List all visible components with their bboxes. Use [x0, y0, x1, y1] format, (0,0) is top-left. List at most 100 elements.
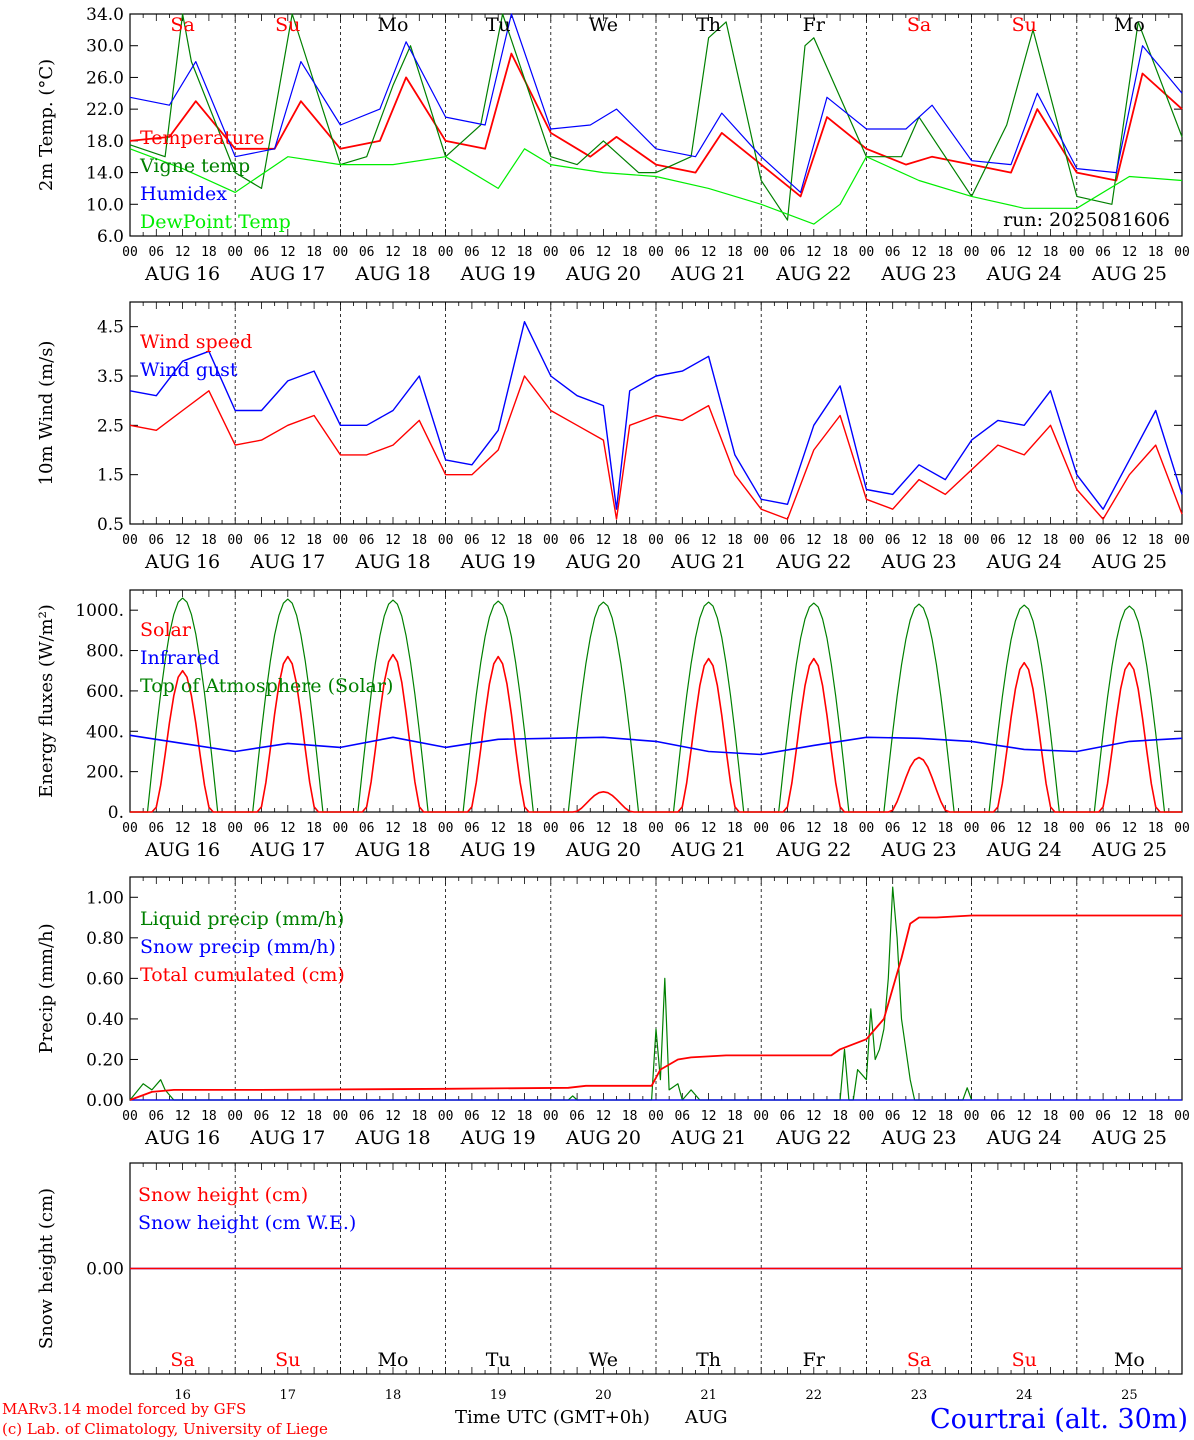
date-label: AUG 20: [565, 1127, 641, 1149]
y-tick-label: 200.: [86, 763, 124, 783]
hour-tick-label: 12: [280, 533, 296, 548]
y-tick-label: 1.5: [97, 466, 124, 486]
date-label: AUG 20: [565, 839, 641, 861]
hour-tick-label: 06: [254, 1109, 270, 1124]
hour-tick-label: 00: [122, 1109, 138, 1124]
hour-tick-label: 06: [359, 821, 375, 836]
hour-tick-label: 12: [911, 245, 927, 260]
hour-tick-label: 06: [1095, 1109, 1111, 1124]
hour-tick-label: 18: [937, 245, 953, 260]
panel-5: 0.00 Snow height (cm) Snow height (cm) Snow…: [36, 1162, 1183, 1403]
day-number-label: 17: [280, 1388, 297, 1403]
date-label: AUG 24: [986, 263, 1062, 285]
hour-tick-label: 06: [885, 245, 901, 260]
series-line-solar: [130, 653, 1182, 813]
hour-tick-label: 12: [596, 245, 612, 260]
hour-tick-label: 18: [1148, 821, 1164, 836]
hour-tick-label: 06: [569, 245, 585, 260]
y-tick-label: 0.5: [97, 515, 124, 535]
series-line-humidex: [129, 13, 1183, 193]
station-name: Courtrai (alt. 30m): [930, 1404, 1188, 1435]
hour-tick-label: 00: [438, 533, 454, 548]
hour-tick-label: 18: [411, 821, 427, 836]
day-number-label: 25: [1121, 1388, 1138, 1403]
hour-tick-label: 12: [806, 1109, 822, 1124]
day-name-label: Th: [696, 1349, 721, 1371]
hour-tick-label: 06: [464, 245, 480, 260]
hour-tick-label: 12: [701, 821, 717, 836]
day-name-label: Sa: [907, 1349, 931, 1371]
legend-entry: Snow height (cm): [138, 1184, 308, 1206]
day-name-label: Th: [696, 14, 721, 36]
hour-tick-label: 00: [543, 1109, 559, 1124]
date-label: AUG 18: [354, 1127, 430, 1149]
hour-tick-label: 12: [490, 1109, 506, 1124]
hour-tick-label: 12: [280, 245, 296, 260]
legend-entry: Vigne temp: [139, 155, 250, 177]
hour-tick-label: 00: [122, 821, 138, 836]
run-annotation: run: 2025081606: [1003, 209, 1170, 231]
day-name-label: Fr: [803, 1349, 826, 1371]
hour-tick-label: 12: [596, 821, 612, 836]
hour-tick-label: 00: [1174, 245, 1190, 260]
hour-tick-label: 18: [832, 1109, 848, 1124]
y-tick-label: 1.00: [86, 888, 124, 908]
series-line-dewpoint-temp: [129, 148, 1183, 225]
hour-tick-label: 06: [148, 1109, 164, 1124]
hour-tick-label: 18: [727, 821, 743, 836]
hour-tick-label: 06: [990, 533, 1006, 548]
hour-tick-label: 00: [648, 821, 664, 836]
hour-tick-label: 00: [648, 245, 664, 260]
hour-tick-label: 18: [727, 533, 743, 548]
hour-tick-label: 06: [1095, 821, 1111, 836]
hour-tick-label: 12: [701, 245, 717, 260]
hour-tick-label: 18: [727, 245, 743, 260]
day-name-label: We: [589, 14, 618, 36]
hour-tick-label: 06: [990, 1109, 1006, 1124]
date-label: AUG 17: [249, 839, 325, 861]
hour-tick-label: 06: [780, 533, 796, 548]
hour-tick-label: 18: [517, 533, 533, 548]
hour-tick-label: 00: [438, 245, 454, 260]
y-tick-label: 2.5: [97, 416, 124, 436]
day-name-label: Tu: [486, 14, 511, 36]
hour-tick-label: 06: [359, 245, 375, 260]
hour-tick-label: 06: [464, 533, 480, 548]
day-name-label: Sa: [170, 14, 194, 36]
hour-tick-label: 12: [1016, 821, 1032, 836]
hour-tick-label: 12: [175, 533, 191, 548]
hour-tick-label: 00: [1069, 533, 1085, 548]
date-label: AUG 20: [565, 263, 641, 285]
hour-tick-label: 12: [911, 821, 927, 836]
hour-tick-label: 18: [1148, 245, 1164, 260]
hour-tick-label: 12: [806, 533, 822, 548]
y-tick-label: 0.00: [86, 1091, 124, 1111]
legend-entry: Wind gust: [140, 359, 238, 381]
hour-tick-label: 00: [227, 1109, 243, 1124]
hour-tick-label: 00: [227, 245, 243, 260]
y-tick-label: 800.: [86, 642, 124, 662]
hour-tick-label: 00: [543, 245, 559, 260]
y-tick-label: 0.: [108, 803, 124, 823]
hour-tick-label: 18: [201, 533, 217, 548]
hour-tick-label: 00: [859, 533, 875, 548]
date-label: AUG 23: [880, 263, 956, 285]
hour-tick-label: 18: [306, 1109, 322, 1124]
hour-tick-label: 12: [701, 1109, 717, 1124]
copyright-credit: (c) Lab. of Climatology, University of L…: [2, 1420, 328, 1438]
hour-tick-label: 06: [464, 821, 480, 836]
hour-tick-label: 06: [674, 245, 690, 260]
panel-3: 0. 200. 400. 600. 800. 1000. Energy fluxes (W/…: [36, 589, 1190, 861]
hour-tick-label: 12: [175, 1109, 191, 1124]
hour-tick-label: 00: [543, 533, 559, 548]
legend-entry: Total cumulated (cm): [140, 964, 345, 986]
hour-tick-label: 00: [333, 1109, 349, 1124]
date-label: AUG 24: [986, 1127, 1062, 1149]
date-label: AUG 17: [249, 263, 325, 285]
date-label: AUG 24: [986, 551, 1062, 573]
day-name-label: Su: [1012, 1349, 1037, 1371]
date-label: AUG 25: [1091, 263, 1167, 285]
hour-tick-label: 12: [1122, 821, 1138, 836]
day-name-label: Su: [275, 14, 300, 36]
hour-tick-label: 00: [753, 533, 769, 548]
